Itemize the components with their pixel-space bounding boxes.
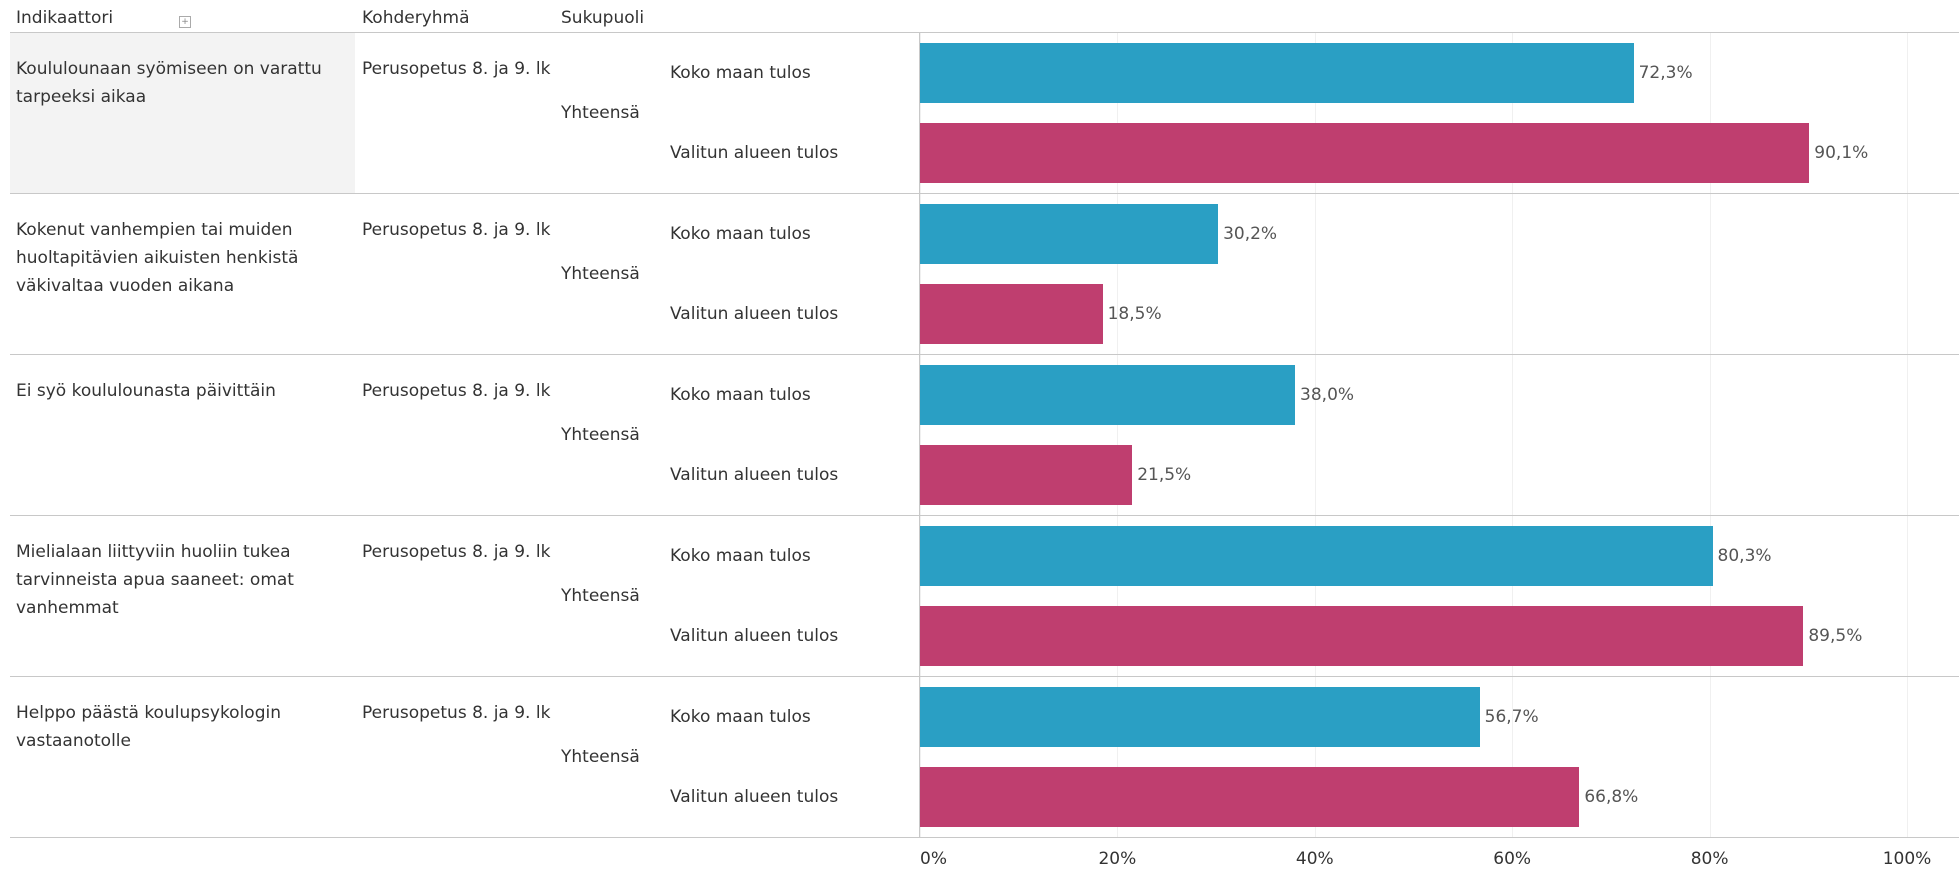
gender: Yhteensä bbox=[561, 103, 640, 123]
bar bbox=[920, 526, 1713, 586]
target-group: Perusopetus 8. ja 9. lk bbox=[362, 542, 551, 562]
row-separator bbox=[10, 354, 1959, 355]
grid-line bbox=[1907, 33, 1908, 838]
x-tick-label: 60% bbox=[1493, 849, 1532, 869]
value-label: 38,0% bbox=[1300, 385, 1355, 405]
x-tick-label: 40% bbox=[1295, 849, 1334, 869]
indicator: Kokenut vanhempien tai muiden huoltapitä… bbox=[16, 220, 299, 296]
target-group: Perusopetus 8. ja 9. lk bbox=[362, 381, 551, 401]
bar bbox=[920, 365, 1296, 425]
indicator: Mielialaan liittyviin huoliin tukea tarv… bbox=[16, 542, 294, 618]
series-label: Koko maan tulos bbox=[670, 224, 811, 244]
grid-line bbox=[1117, 33, 1119, 838]
indicator: Helppo päästä koulupsykologin vastaanoto… bbox=[16, 703, 281, 751]
value-label: 66,8% bbox=[1584, 787, 1639, 807]
value-label: 90,1% bbox=[1814, 143, 1869, 163]
expand-icon: + bbox=[179, 16, 191, 28]
value-label: 72,3% bbox=[1638, 63, 1693, 83]
series-label: Valitun alueen tulos bbox=[670, 304, 839, 324]
x-tick-label: 20% bbox=[1098, 849, 1137, 869]
x-tick-label: 80% bbox=[1690, 849, 1729, 869]
series-label: Valitun alueen tulos bbox=[670, 465, 839, 485]
grid-line bbox=[1709, 33, 1711, 838]
bar bbox=[920, 445, 1133, 505]
bar bbox=[920, 43, 1634, 103]
value-label: 89,5% bbox=[1808, 626, 1863, 646]
series-label: Koko maan tulos bbox=[670, 385, 811, 405]
series-label: Valitun alueen tulos bbox=[670, 626, 839, 646]
value-label: 56,7% bbox=[1484, 707, 1539, 727]
bar bbox=[920, 606, 1804, 666]
gender: Yhteensä bbox=[561, 747, 640, 767]
x-tick-label: 0% bbox=[920, 849, 947, 869]
gender: Yhteensä bbox=[561, 586, 640, 606]
column-header: Indikaattori bbox=[16, 8, 114, 28]
row-separator bbox=[10, 676, 1959, 677]
bar bbox=[920, 204, 1219, 264]
bar bbox=[920, 123, 1810, 183]
value-label: 21,5% bbox=[1137, 465, 1192, 485]
target-group: Perusopetus 8. ja 9. lk bbox=[362, 703, 551, 723]
series-label: Koko maan tulos bbox=[670, 707, 811, 727]
indicator: Koululounaan syömiseen on varattu tarpee… bbox=[16, 59, 322, 107]
row-separator bbox=[10, 515, 1959, 516]
series-label: Koko maan tulos bbox=[670, 63, 811, 83]
target-group: Perusopetus 8. ja 9. lk bbox=[362, 220, 551, 240]
value-label: 80,3% bbox=[1717, 546, 1772, 566]
bar bbox=[920, 767, 1580, 827]
series-label: Valitun alueen tulos bbox=[670, 787, 839, 807]
grid-line bbox=[1512, 33, 1514, 838]
bar bbox=[920, 284, 1103, 344]
series-label: Valitun alueen tulos bbox=[670, 143, 839, 163]
bar bbox=[920, 687, 1480, 747]
series-label: Koko maan tulos bbox=[670, 546, 811, 566]
grid-line bbox=[1314, 33, 1316, 838]
row-separator bbox=[10, 193, 1959, 194]
x-tick-label: 100% bbox=[1882, 849, 1932, 869]
indicator: Ei syö koululounasta päivittäin bbox=[16, 381, 276, 401]
value-label: 18,5% bbox=[1107, 304, 1162, 324]
column-header: Sukupuoli bbox=[561, 8, 645, 28]
column-header: Kohderyhmä bbox=[362, 8, 470, 28]
row-highlight bbox=[10, 33, 355, 194]
gender: Yhteensä bbox=[561, 264, 640, 284]
axis-line bbox=[919, 33, 920, 838]
grid-line bbox=[920, 33, 921, 838]
value-label: 30,2% bbox=[1223, 224, 1278, 244]
row-separator bbox=[10, 837, 1959, 838]
row-separator bbox=[10, 32, 1959, 33]
gender: Yhteensä bbox=[561, 425, 640, 445]
target-group: Perusopetus 8. ja 9. lk bbox=[362, 59, 551, 79]
